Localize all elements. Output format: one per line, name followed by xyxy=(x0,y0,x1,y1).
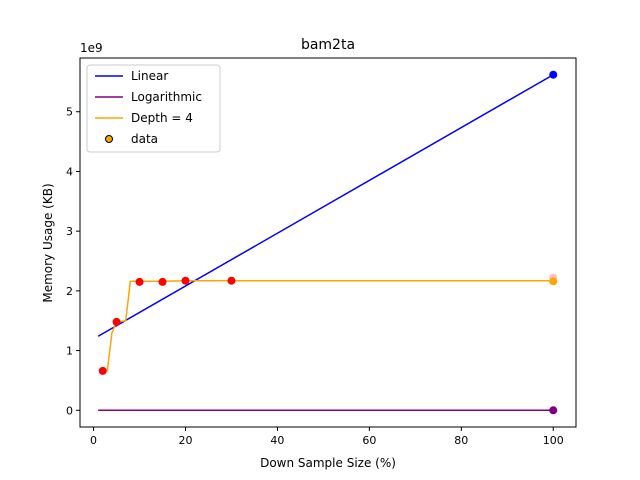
legend-label: data xyxy=(131,132,158,146)
endpoint-marker xyxy=(549,277,558,286)
x-tick-label: 60 xyxy=(362,434,376,447)
x-axis-label: Down Sample Size (%) xyxy=(260,456,396,470)
y-offset-label: 1e9 xyxy=(80,41,103,55)
x-tick-label: 40 xyxy=(270,434,284,447)
legend-label: Logarithmic xyxy=(131,90,202,104)
data-point xyxy=(135,277,144,286)
data-point xyxy=(227,276,236,285)
data-point xyxy=(158,277,167,286)
legend-label: Depth = 4 xyxy=(131,111,193,125)
legend-box xyxy=(86,64,221,153)
y-tick-label: 1 xyxy=(66,345,73,358)
chart-title: bam2ta xyxy=(301,37,355,53)
y-tick-label: 5 xyxy=(66,106,73,119)
data-point xyxy=(98,366,107,375)
y-tick-label: 3 xyxy=(66,225,73,238)
y-tick-label: 2 xyxy=(66,285,73,298)
legend-marker-swatch xyxy=(105,135,113,143)
series-line-linear xyxy=(97,74,554,337)
plot-frame xyxy=(79,57,577,428)
y-tick-label: 0 xyxy=(66,404,73,417)
y-axis-label: Memory Usage (KB) xyxy=(41,183,55,302)
endpoint-marker xyxy=(549,70,558,79)
endpoint-marker xyxy=(549,406,558,415)
series-line-depth-4 xyxy=(102,279,554,372)
x-tick-label: 100 xyxy=(543,434,564,447)
legend-label: Linear xyxy=(131,69,168,83)
data-point xyxy=(181,276,190,285)
legend: Linear Logarithmic Depth = 4 data xyxy=(86,64,221,153)
data-point xyxy=(112,317,121,326)
x-tick-label: 80 xyxy=(454,434,468,447)
y-tick-label: 4 xyxy=(66,165,73,178)
x-tick-label: 0 xyxy=(90,434,97,447)
x-tick-label: 20 xyxy=(178,434,192,447)
